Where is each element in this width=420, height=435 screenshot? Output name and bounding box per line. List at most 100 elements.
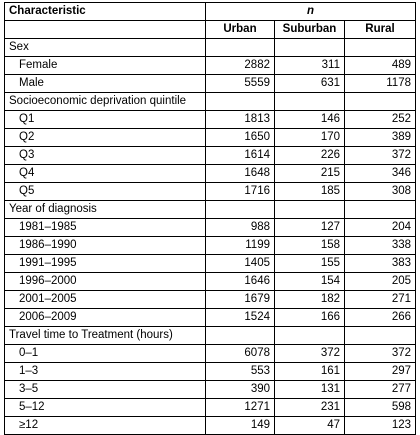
section-empty-cell bbox=[344, 92, 416, 111]
row-label: Female bbox=[4, 56, 206, 75]
table-row: ≥12 149 47 123 bbox=[4, 416, 416, 435]
rural-value: 123 bbox=[344, 416, 416, 435]
rural-value: 277 bbox=[344, 380, 416, 399]
table-row: 1996–2000 1646 154 205 bbox=[4, 272, 416, 291]
rural-value: 372 bbox=[344, 146, 416, 165]
section-row: Travel time to Treatment (hours) bbox=[4, 326, 416, 345]
suburban-value: 185 bbox=[274, 182, 345, 201]
table-body: Characteristic n Urban Suburban Rural Se… bbox=[4, 2, 416, 435]
section-title: Travel time to Treatment (hours) bbox=[4, 326, 206, 345]
suburban-value: 215 bbox=[274, 164, 345, 183]
suburban-value: 170 bbox=[274, 128, 345, 147]
suburban-value: 127 bbox=[274, 218, 345, 237]
section-empty-cell bbox=[344, 326, 416, 345]
table-row: 1981–1985 988 127 204 bbox=[4, 218, 416, 237]
suburban-value: 631 bbox=[274, 74, 345, 93]
section-empty-cell bbox=[205, 200, 275, 219]
section-row: Year of diagnosis bbox=[4, 200, 416, 219]
characteristics-table: Characteristic n Urban Suburban Rural Se… bbox=[4, 2, 416, 435]
row-label: 1–3 bbox=[4, 362, 206, 381]
header-blank-cell bbox=[4, 20, 206, 39]
urban-value: 1716 bbox=[205, 182, 275, 201]
suburban-value: 154 bbox=[274, 272, 345, 291]
table-row: Q5 1716 185 308 bbox=[4, 182, 416, 201]
rural-value: 271 bbox=[344, 290, 416, 309]
urban-value: 988 bbox=[205, 218, 275, 237]
row-label: Q4 bbox=[4, 164, 206, 183]
row-label: Q5 bbox=[4, 182, 206, 201]
urban-value: 6078 bbox=[205, 344, 275, 363]
urban-value: 1199 bbox=[205, 236, 275, 255]
table-row: Q3 1614 226 372 bbox=[4, 146, 416, 165]
table-row: Female 2882 311 489 bbox=[4, 56, 416, 75]
table-row: 1–3 553 161 297 bbox=[4, 362, 416, 381]
rural-value: 383 bbox=[344, 254, 416, 273]
urban-value: 1614 bbox=[205, 146, 275, 165]
table-row: Male 5559 631 1178 bbox=[4, 74, 416, 93]
suburban-value: 311 bbox=[274, 56, 345, 75]
row-label: 3–5 bbox=[4, 380, 206, 399]
rural-value: 308 bbox=[344, 182, 416, 201]
section-title: Socioeconomic deprivation quintile bbox=[4, 92, 206, 111]
rural-value: 489 bbox=[344, 56, 416, 75]
section-empty-cell bbox=[205, 92, 275, 111]
section-empty-cell bbox=[274, 38, 345, 57]
characteristic-header: Characteristic bbox=[4, 2, 206, 21]
table-row: 3–5 390 131 277 bbox=[4, 380, 416, 399]
rural-value: 266 bbox=[344, 308, 416, 327]
urban-value: 5559 bbox=[205, 74, 275, 93]
suburban-value: 155 bbox=[274, 254, 345, 273]
row-label: 1986–1990 bbox=[4, 236, 206, 255]
section-empty-cell bbox=[344, 38, 416, 57]
rural-value: 297 bbox=[344, 362, 416, 381]
urban-value: 1271 bbox=[205, 398, 275, 417]
table-row: Q2 1650 170 389 bbox=[4, 128, 416, 147]
urban-value: 390 bbox=[205, 380, 275, 399]
suburban-value: 166 bbox=[274, 308, 345, 327]
urban-value: 1405 bbox=[205, 254, 275, 273]
row-label: 2006–2009 bbox=[4, 308, 206, 327]
table-row: 2001–2005 1679 182 271 bbox=[4, 290, 416, 309]
header-row-columns: Urban Suburban Rural bbox=[4, 20, 416, 39]
table-row: 0–1 6078 372 372 bbox=[4, 344, 416, 363]
n-header: n bbox=[205, 2, 416, 21]
urban-value: 1813 bbox=[205, 110, 275, 129]
row-label: Q1 bbox=[4, 110, 206, 129]
row-label: Q2 bbox=[4, 128, 206, 147]
row-label: 1991–1995 bbox=[4, 254, 206, 273]
section-empty-cell bbox=[274, 326, 345, 345]
rural-value: 598 bbox=[344, 398, 416, 417]
suburban-value: 47 bbox=[274, 416, 345, 435]
section-title: Sex bbox=[4, 38, 206, 57]
suburban-value: 231 bbox=[274, 398, 345, 417]
section-empty-cell bbox=[205, 326, 275, 345]
urban-value: 149 bbox=[205, 416, 275, 435]
urban-value: 1646 bbox=[205, 272, 275, 291]
rural-value: 372 bbox=[344, 344, 416, 363]
row-label: 5–12 bbox=[4, 398, 206, 417]
urban-value: 1650 bbox=[205, 128, 275, 147]
row-label: ≥12 bbox=[4, 416, 206, 435]
urban-value: 2882 bbox=[205, 56, 275, 75]
table-row: 5–12 1271 231 598 bbox=[4, 398, 416, 417]
column-header-rural: Rural bbox=[344, 20, 416, 39]
suburban-value: 131 bbox=[274, 380, 345, 399]
section-empty-cell bbox=[274, 200, 345, 219]
rural-value: 205 bbox=[344, 272, 416, 291]
section-empty-cell bbox=[205, 38, 275, 57]
section-empty-cell bbox=[274, 92, 345, 111]
row-label: Q3 bbox=[4, 146, 206, 165]
header-row-top: Characteristic n bbox=[4, 2, 416, 21]
table-row: 2006–2009 1524 166 266 bbox=[4, 308, 416, 327]
table-row: Q1 1813 146 252 bbox=[4, 110, 416, 129]
table-row: 1991–1995 1405 155 383 bbox=[4, 254, 416, 273]
section-row: Sex bbox=[4, 38, 416, 57]
row-label: Male bbox=[4, 74, 206, 93]
suburban-value: 146 bbox=[274, 110, 345, 129]
row-label: 2001–2005 bbox=[4, 290, 206, 309]
suburban-value: 372 bbox=[274, 344, 345, 363]
column-header-suburban: Suburban bbox=[274, 20, 345, 39]
column-header-urban: Urban bbox=[205, 20, 275, 39]
section-row: Socioeconomic deprivation quintile bbox=[4, 92, 416, 111]
rural-value: 389 bbox=[344, 128, 416, 147]
